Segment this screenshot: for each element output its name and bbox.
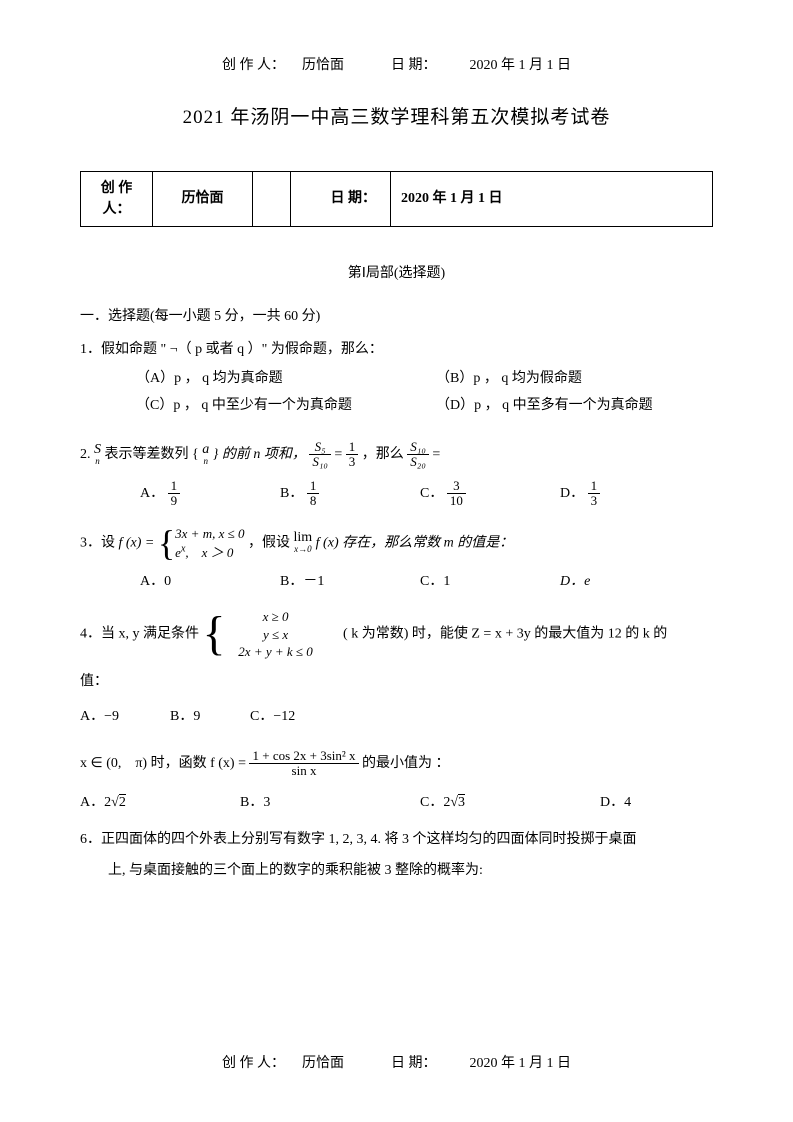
ftr-creator-label: 创 作 人： <box>222 1056 285 1071</box>
problem-6: 6．正四面体的四个外表上分别写有数字 1, 2, 3, 4. 将 3 个这样均匀… <box>80 829 713 881</box>
problem-5: x ∈ (0, π) 时，函数 f (x) = 1 + cos 2x + 3si… <box>80 749 713 814</box>
footer-line: 创 作 人： 历恰面 日 期： 2020 年 1 月 1 日 <box>0 1053 793 1074</box>
q5-frac: 1 + cos 2x + 3sin² x sin x <box>249 749 358 779</box>
q1-options-row2: （C）p ， q 中至少有一个为真命题 （D）p ， q 中至多有一个为真命题 <box>80 395 713 416</box>
q4-opt-a: A．−9 <box>80 706 170 727</box>
q2-frac3: S₁₀ S₂₀ <box>407 440 429 470</box>
q1-opt-b: （B）p ， q 均为假命题 <box>436 368 582 389</box>
q5-opt-d: D．4 <box>600 792 631 813</box>
q4-opt-b: B．9 <box>170 706 250 727</box>
q2-options: A． 19 B． 18 C． 310 D． 13 <box>80 479 713 509</box>
tbl-date: 2020 年 1 月 1 日 <box>391 171 713 226</box>
q5-stem: x ∈ (0, π) 时，函数 f (x) = 1 + cos 2x + 3si… <box>80 749 713 779</box>
q2-stem: 2. S n 表示等差数列 { a n } 的前 n 项和， S₅ S₁₀ = … <box>80 440 713 470</box>
q3-options: A．0 B．－1 C．1 D．e <box>80 571 713 592</box>
q1-opt-a: （A）p ， q 均为真命题 <box>136 368 436 389</box>
ftr-creator: 历恰面 <box>302 1056 344 1071</box>
q5-opt-c: C．2√3 <box>420 792 600 813</box>
q4-tail: 值： <box>80 671 713 692</box>
q4-brace: { x ≥ 0 y ≤ x 2x + y + k ≤ 0 <box>203 608 326 661</box>
instruction: 一．选择题(每一小题 5 分，一共 60 分) <box>80 306 713 327</box>
q2-opt-c: C． 310 <box>420 479 560 509</box>
q6-line2: 上, 与桌面接触的三个面上的数字的乘积能被 3 整除的概率为: <box>80 860 713 881</box>
q3-stem: 3．设 f (x) = { 3x + m, x ≤ 0 ex, x ＞ 0 ，假… <box>80 525 713 561</box>
q5-options: A．2√2 B．3 C．2√3 D．4 <box>80 792 713 813</box>
q4-options: A．−9 B．9 C．−12 <box>80 706 713 727</box>
problem-1: 1．假如命题 " ¬（ p 或者 q ）" 为假命题，那么： （A）p ， q … <box>80 339 713 416</box>
section-title: 第Ⅰ局部(选择题) <box>80 263 713 284</box>
q3-opt-a: A．0 <box>140 571 280 592</box>
q3-opt-c: C．1 <box>420 571 560 592</box>
info-table: 创 作 人： 历恰面 日 期： 2020 年 1 月 1 日 <box>80 171 713 227</box>
q3-brace: { 3x + m, x ≤ 0 ex, x ＞ 0 <box>158 525 245 561</box>
q1-text: 1．假如命题 " ¬（ p 或者 q ）" 为假命题，那么： <box>80 339 713 360</box>
problem-3: 3．设 f (x) = { 3x + m, x ≤ 0 ex, x ＞ 0 ，假… <box>80 525 713 592</box>
q1-opt-c: （C）p ， q 中至少有一个为真命题 <box>136 395 436 416</box>
q4-opt-c: C．−12 <box>250 706 430 727</box>
problem-4: 4．当 x, y 满足条件 { x ≥ 0 y ≤ x 2x + y + k ≤… <box>80 608 713 727</box>
ftr-date: 2020 年 1 月 1 日 <box>470 1056 572 1071</box>
q2-frac1: S₅ S₁₀ <box>309 440 331 470</box>
sn-symbol: S n <box>94 443 101 466</box>
q6-line1: 6．正四面体的四个外表上分别写有数字 1, 2, 3, 4. 将 3 个这样均匀… <box>80 829 713 850</box>
hdr-date-label: 日 期： <box>391 58 437 73</box>
hdr-creator: 历恰面 <box>302 58 344 73</box>
q4-stem: 4．当 x, y 满足条件 { x ≥ 0 y ≤ x 2x + y + k ≤… <box>80 608 713 661</box>
q1-options-row1: （A）p ， q 均为真命题 （B）p ， q 均为假命题 <box>80 368 713 389</box>
lim-symbol: lim x→0 <box>294 531 313 554</box>
tbl-date-label: 日 期： <box>291 171 391 226</box>
tbl-creator-label: 创 作 人： <box>81 171 153 226</box>
q2-opt-d: D． 13 <box>560 479 700 509</box>
ftr-date-label: 日 期： <box>391 1056 437 1071</box>
q2-frac2: 1 3 <box>346 440 359 470</box>
q3-opt-d: D．e <box>560 571 700 592</box>
page-title: 2021 年汤阴一中高三数学理科第五次模拟考试卷 <box>80 104 713 133</box>
an-symbol: a n <box>202 443 209 466</box>
q2-opt-b: B． 18 <box>280 479 420 509</box>
q5-opt-a: A．2√2 <box>80 792 240 813</box>
q3-opt-b: B．－1 <box>280 571 420 592</box>
header-line: 创 作 人： 历恰面 日 期： 2020 年 1 月 1 日 <box>80 55 713 76</box>
q2-opt-a: A． 19 <box>140 479 280 509</box>
hdr-creator-label: 创 作 人： <box>222 58 285 73</box>
hdr-date: 2020 年 1 月 1 日 <box>470 58 572 73</box>
problem-2: 2. S n 表示等差数列 { a n } 的前 n 项和， S₅ S₁₀ = … <box>80 440 713 509</box>
q1-opt-d: （D）p ， q 中至多有一个为真命题 <box>436 395 653 416</box>
tbl-spacer <box>253 171 291 226</box>
q5-opt-b: B．3 <box>240 792 420 813</box>
tbl-creator: 历恰面 <box>153 171 253 226</box>
